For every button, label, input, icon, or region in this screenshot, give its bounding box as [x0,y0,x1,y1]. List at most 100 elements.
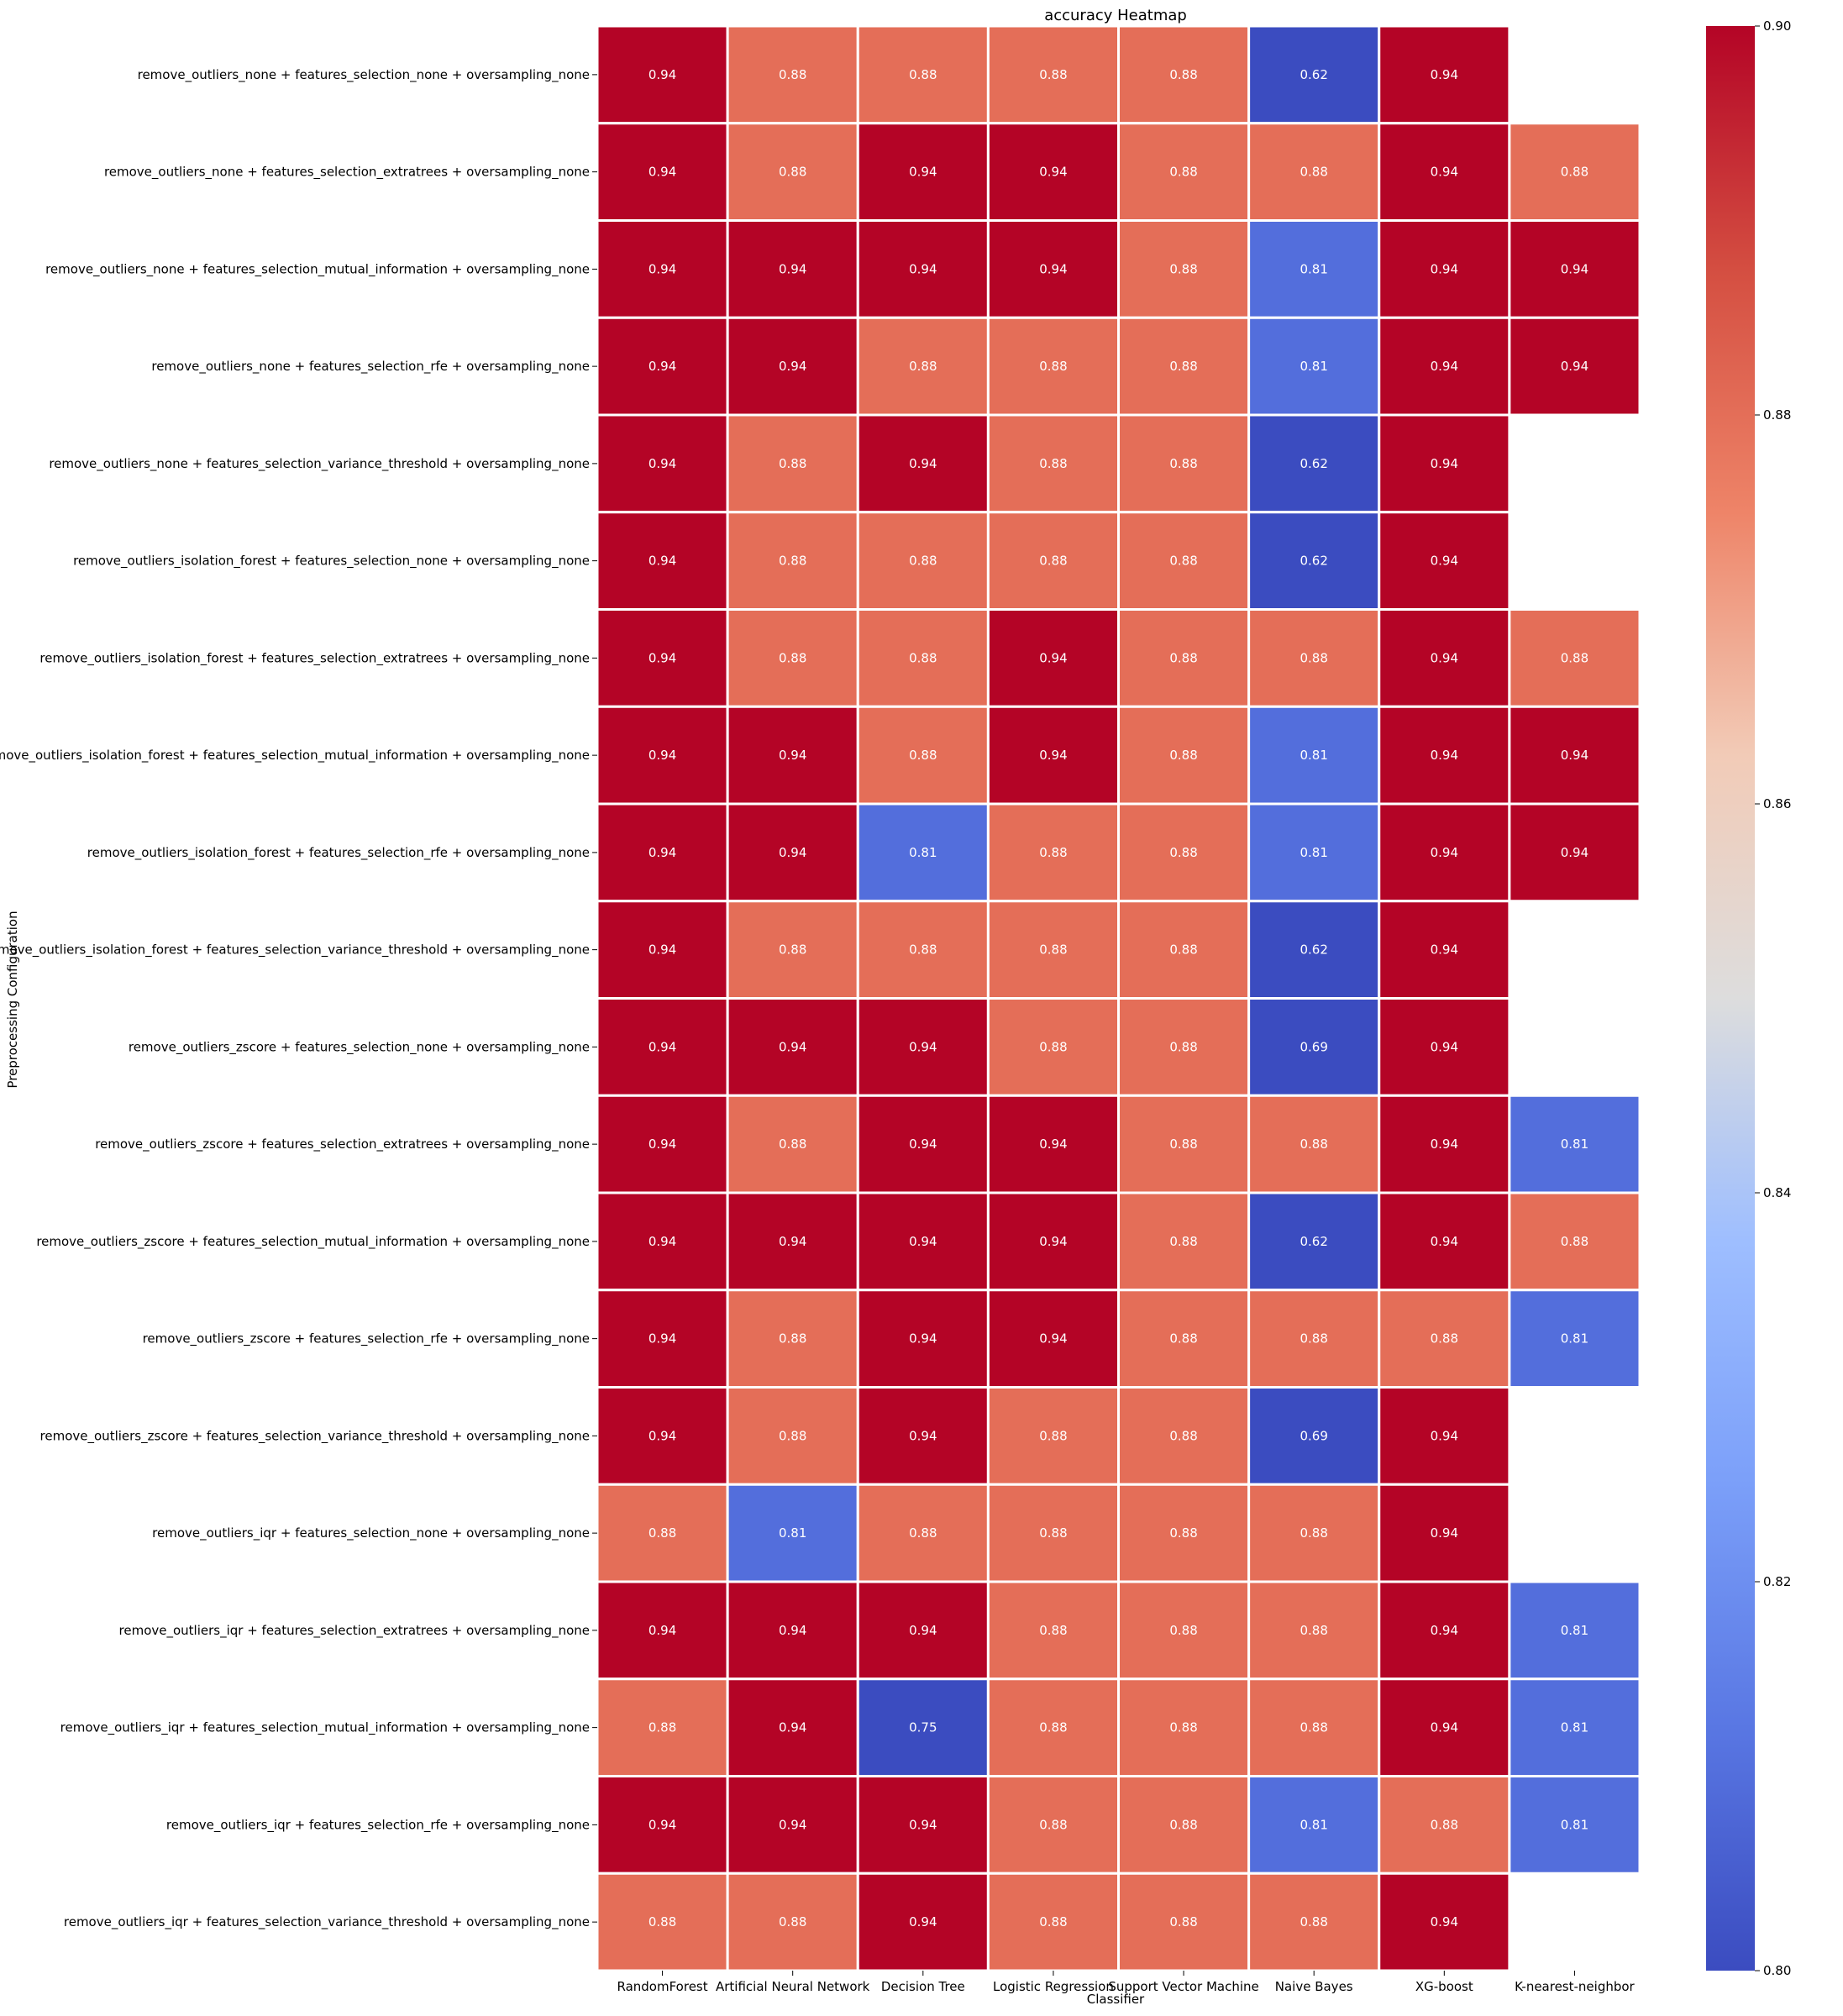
heatmap-cell [1378,802,1511,903]
heatmap-cell [856,802,990,903]
column-tick-labels: RandomForest Artificial Neural Network Dec… [617,1971,1636,1994]
cell-value-label: 0.88 [1169,1525,1197,1541]
heatmap-cell [1117,1386,1251,1486]
cell-value-label: 0.94 [1431,554,1458,569]
heatmap-cell [1508,219,1641,319]
cell-value-label: 0.88 [779,1137,806,1152]
cell-value-label: 0.94 [648,1137,676,1152]
heatmap-cell [1117,997,1251,1097]
cell-value-label: 0.94 [648,1039,676,1054]
cell-value-label: 0.94 [1431,1234,1458,1249]
cell-value-label: 0.81 [1300,261,1327,276]
cell-value-label: 0.88 [1039,359,1067,374]
heatmap-cell [856,608,990,708]
heatmap-cell [986,1094,1120,1194]
colorbar-tick-label: 0.84 [1763,1185,1791,1200]
heatmap-cell [1247,219,1381,319]
cell-value-label: 0.88 [1169,165,1197,180]
cell-value-label: 0.94 [648,554,676,569]
cell-value-label: 0.94 [909,1817,937,1832]
heatmap-cell [1247,1775,1381,1875]
column-tick-label: Logistic Regression [993,1979,1114,1994]
column-tick-label: Artificial Neural Network [716,1979,870,1994]
cell-value-label: 0.62 [1300,1234,1327,1249]
heatmap-cell [1247,1483,1381,1583]
cell-value-label: 0.88 [1300,165,1327,180]
heatmap-cell [1117,1094,1251,1194]
chart-title: accuracy Heatmap [1044,7,1187,24]
cell-value-label: 0.94 [909,261,937,276]
cell-value-label: 0.94 [909,1234,937,1249]
cell-value-label: 0.62 [1300,67,1327,82]
heatmap-cell [986,219,1120,319]
heatmap-cell [1247,1191,1381,1292]
cell-value-label: 0.81 [1300,359,1327,374]
heatmap-cell [856,997,990,1097]
cell-value-label: 0.81 [1561,1137,1588,1152]
row-tick-label: remove_outliers_iqr + features_selection… [60,1720,590,1736]
heatmap-cell [596,608,729,708]
row-tick-label: remove_outliers_zscore + features_select… [95,1137,590,1152]
heatmap-cell [1247,997,1381,1097]
heatmap-cell [986,1289,1120,1389]
row-tick-label: remove_outliers_isolation_forest + featu… [87,845,590,861]
cell-value-label: 0.88 [779,1428,806,1443]
colorbar-tick-label: 0.82 [1763,1574,1791,1589]
y-axis-label: Preprocessing Configuration [5,911,20,1088]
heatmap-cell [1508,1289,1641,1389]
heatmap-cell [1117,413,1251,514]
cell-value-label: 0.94 [909,165,937,180]
cell-value-label: 0.88 [1039,1623,1067,1638]
heatmap-cell [1247,900,1381,1000]
cell-value-label: 0.88 [909,1525,937,1541]
cell-value-label: 0.88 [1169,942,1197,958]
cell-value-label: 0.88 [1169,1720,1197,1735]
heatmap-cell [1117,1580,1251,1681]
heatmap-cell [1117,802,1251,903]
heatmap-cell [856,1386,990,1486]
cell-value-label: 0.94 [779,1039,806,1054]
cell-value-label: 0.94 [909,1331,937,1347]
cell-value-label: 0.88 [779,1331,806,1347]
column-tick-label: Support Vector Machine [1108,1979,1258,1994]
heatmap-cell [1117,122,1251,222]
cell-value-label: 0.88 [1431,1331,1458,1347]
heatmap-cell [1247,316,1381,417]
heatmap-cell [726,997,859,1097]
cell-value-label: 0.88 [1169,650,1197,665]
heatmap-cells: 0.94 0.88 0.88 0.88 0.88 0.62 0.94 0.94 0.88 0.94… [596,24,1641,1972]
cell-value-label: 0.94 [1039,1137,1067,1152]
cell-value-label: 0.94 [779,359,806,374]
heatmap-cell [1247,1872,1381,1972]
heatmap-cell [726,1872,859,1972]
cell-value-label: 0.88 [779,942,806,958]
heatmap-cell [1247,24,1381,125]
heatmap-cell [856,1580,990,1681]
cell-value-label: 0.88 [1169,1817,1197,1832]
cell-value-label: 0.94 [1431,359,1458,374]
cell-value-label: 0.94 [1431,650,1458,665]
cell-value-label: 0.88 [779,650,806,665]
cell-value-label: 0.88 [779,67,806,82]
row-tick-labels: remove_outliers_none + features_selectio… [0,67,597,1930]
cell-value-label: 0.81 [1561,1331,1588,1347]
row-tick-label: remove_outliers_iqr + features_selection… [119,1623,590,1639]
cell-value-label: 0.94 [1039,1234,1067,1249]
cell-value-label: 0.69 [1300,1428,1327,1443]
heatmap-cell [1247,608,1381,708]
cell-value-label: 0.81 [1561,1720,1588,1735]
row-tick-label: remove_outliers_isolation_forest + featu… [0,942,590,958]
heatmap-cell [986,1872,1120,1972]
heatmap-cell [1378,1386,1511,1486]
row-tick-label: remove_outliers_none + features_selectio… [151,359,590,375]
cell-value-label: 0.88 [1169,1623,1197,1638]
cell-value-label: 0.88 [1300,650,1327,665]
cell-value-label: 0.81 [1561,1623,1588,1638]
colorbar-tick-label: 0.80 [1763,1963,1791,1978]
heatmap-cell [726,1483,859,1583]
heatmap-cell [1378,1191,1511,1292]
cell-value-label: 0.94 [648,1331,676,1347]
row-tick-label: remove_outliers_iqr + features_selection… [152,1525,590,1541]
cell-value-label: 0.94 [909,1137,937,1152]
